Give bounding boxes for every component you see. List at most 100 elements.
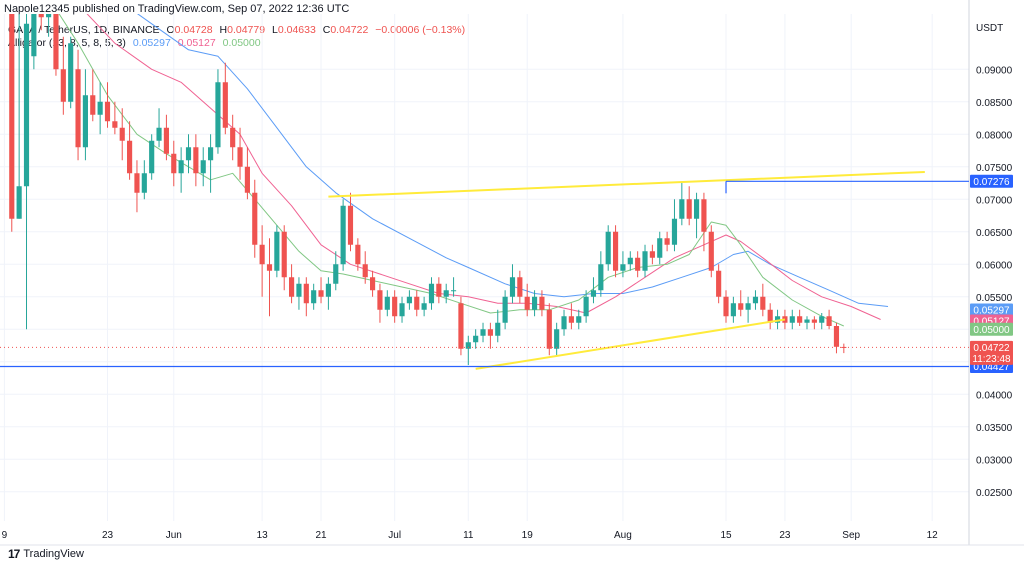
candle <box>554 322 560 356</box>
candle-body <box>178 160 184 174</box>
candle-body <box>546 309 552 349</box>
candle-body <box>185 147 192 161</box>
candle <box>193 134 199 187</box>
candle-body <box>642 251 648 271</box>
x-tick-label: 9 <box>2 530 8 541</box>
candle <box>517 270 523 304</box>
candle-body <box>568 316 574 323</box>
candle <box>333 251 339 291</box>
candle-body <box>377 290 383 310</box>
candle <box>16 14 22 219</box>
candle-body <box>311 290 317 304</box>
y-tick-label: 0.06000 <box>976 260 1013 271</box>
candle <box>473 329 479 349</box>
candle-body <box>679 199 685 219</box>
candle-body <box>627 257 633 265</box>
candle-body <box>104 101 111 122</box>
candle <box>406 290 412 310</box>
x-tick-label: Jun <box>166 530 182 541</box>
candle-body <box>318 290 324 297</box>
y-tick-label: 0.08500 <box>976 98 1013 109</box>
bar-countdown-text: 11:23:48 <box>972 354 1011 365</box>
level-price-tag-text: 0.07276 <box>973 177 1010 188</box>
tradingview-brand[interactable]: 17 TradingView <box>8 547 84 561</box>
currency-label: USDT <box>976 23 1003 34</box>
candle <box>657 231 663 265</box>
level-price-tag: 0.07276 <box>970 174 1013 188</box>
candle <box>384 290 390 317</box>
candle-body <box>90 95 96 115</box>
alligator-price-tag: 0.05000 <box>970 322 1013 336</box>
candle <box>811 316 817 330</box>
candle-body <box>539 296 545 310</box>
candle-body <box>436 283 442 297</box>
candle-body <box>362 264 368 278</box>
candle <box>539 290 545 317</box>
candle <box>185 134 192 174</box>
candle-body <box>399 303 405 317</box>
candle <box>760 283 766 317</box>
candle-body <box>208 147 214 161</box>
candle <box>46 14 52 37</box>
y-tick-label: 0.04000 <box>976 390 1013 401</box>
candle-body <box>517 277 523 297</box>
candle-body <box>797 316 803 323</box>
candle-body <box>524 296 530 310</box>
published-by: Napole12345 published on TradingView.com… <box>4 3 350 15</box>
candle <box>701 192 707 252</box>
candle <box>620 251 626 278</box>
candle-body <box>230 127 236 148</box>
candle <box>134 160 140 213</box>
plot-area <box>9 14 925 370</box>
candle-body <box>259 244 265 265</box>
candle-body <box>127 140 133 174</box>
candle <box>230 114 236 161</box>
candle-body <box>38 14 44 18</box>
candle-body <box>443 290 449 297</box>
candle-body <box>554 329 560 349</box>
candle-body <box>200 160 206 174</box>
candle <box>156 108 162 148</box>
candle-body <box>686 199 692 219</box>
candle-body <box>303 283 309 304</box>
candle-body <box>340 205 346 265</box>
candle <box>266 238 273 317</box>
candle <box>649 244 655 265</box>
candle-body <box>392 296 398 317</box>
candle-body <box>9 14 15 219</box>
candle <box>141 160 147 200</box>
candle <box>53 14 59 76</box>
candle-body <box>716 270 722 297</box>
candle-body <box>141 173 147 193</box>
candle-body <box>31 14 37 57</box>
candle <box>104 82 111 128</box>
candle <box>635 251 641 278</box>
candle-body <box>134 173 140 193</box>
candle <box>487 322 493 349</box>
candle <box>303 277 309 317</box>
candle <box>178 147 184 193</box>
candle <box>642 244 648 278</box>
candle-body <box>428 283 435 304</box>
candle <box>281 225 287 291</box>
candle-body <box>266 264 273 271</box>
candle-body <box>68 43 74 102</box>
candle <box>127 121 133 180</box>
candle <box>237 127 243 180</box>
candle-body <box>671 218 678 245</box>
candle <box>458 296 464 356</box>
candle <box>311 283 317 310</box>
candle <box>97 82 103 135</box>
candle-body <box>804 319 810 323</box>
candle-body <box>325 283 331 297</box>
alligator-price-tag-text: 0.05127 <box>973 316 1010 327</box>
candle <box>112 101 118 135</box>
candle <box>274 225 280 278</box>
candle <box>75 49 81 161</box>
candle <box>23 14 30 330</box>
candle-body <box>23 23 30 187</box>
candle <box>841 343 847 354</box>
x-tick-label: 11 <box>463 530 474 541</box>
candle-body <box>82 95 88 148</box>
